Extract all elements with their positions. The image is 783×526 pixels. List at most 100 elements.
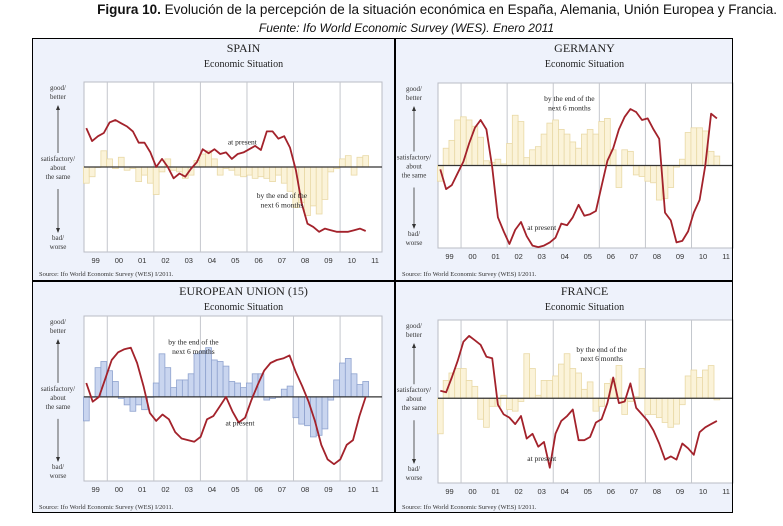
y-label-bad: worse — [50, 243, 67, 251]
x-tick-label: 02 — [514, 487, 522, 496]
x-tick-label: 04 — [208, 485, 216, 494]
y-label-good: good/ — [406, 85, 422, 93]
chart-annotation: next 6 months — [172, 347, 215, 356]
x-tick-label: 10 — [699, 252, 707, 261]
chart-annotation: next 6 months — [548, 104, 591, 113]
y-label-satisfactory: about — [50, 164, 66, 172]
chart-title: FRANCE — [561, 284, 608, 298]
y-label-satisfactory: satisfactory/ — [397, 386, 431, 394]
x-tick-label: 00 — [115, 485, 123, 494]
figure-title: Figura 10. Evolución de la percepción de… — [0, 2, 783, 17]
x-tick-label: 11 — [722, 252, 730, 261]
y-label-bad: worse — [406, 474, 423, 482]
x-tick-label: 06 — [254, 485, 262, 494]
arrow-down-head-icon — [412, 224, 416, 229]
x-tick-label: 08 — [653, 252, 661, 261]
figure-title-text: Evolución de la percepción de la situaci… — [160, 2, 777, 17]
y-label-good: good/ — [50, 84, 66, 92]
x-tick-label: 09 — [324, 256, 332, 265]
x-tick-label: 02 — [514, 252, 522, 261]
chart-annotation: at present — [527, 223, 557, 232]
chart-source: Source: Ifo World Economic Survey (WES) … — [39, 504, 174, 511]
y-label-satisfactory: the same — [46, 403, 71, 411]
chart-annotation: at present — [226, 419, 256, 428]
y-label-good: good/ — [406, 322, 422, 330]
y-label-bad: bad/ — [408, 465, 420, 473]
x-tick-label: 05 — [231, 485, 239, 494]
line-at-present — [85, 119, 367, 233]
x-tick-label: 03 — [185, 485, 193, 494]
chart-annotation: at present — [228, 137, 258, 146]
x-tick-label: 04 — [208, 256, 216, 265]
arrow-up-head-icon — [412, 343, 416, 348]
y-label-satisfactory: satisfactory/ — [397, 154, 431, 162]
x-tick-label: 01 — [491, 252, 499, 261]
x-tick-label: 11 — [371, 256, 379, 265]
x-tick-label: 08 — [301, 485, 309, 494]
figure-title-label: Figura 10. — [97, 2, 161, 17]
x-tick-label: 07 — [278, 256, 286, 265]
x-tick-label: 10 — [699, 487, 707, 496]
x-tick-label: 02 — [161, 256, 169, 265]
chart-germany: GERMANY Economic Situation good/better sati… — [396, 39, 734, 280]
chart-annotation: by the end of the — [576, 345, 627, 354]
x-tick-label: 01 — [138, 485, 146, 494]
x-tick-label: 03 — [538, 487, 546, 496]
figure-frame — [32, 38, 733, 513]
chart-spain: SPAIN Economic Situation good/better satisf… — [33, 39, 394, 280]
x-tick-label: 00 — [468, 252, 476, 261]
chart-title: EUROPEAN UNION (15) — [179, 284, 308, 298]
x-tick-label: 04 — [561, 252, 569, 261]
y-label-bad: bad/ — [52, 463, 64, 471]
x-tick-label: 06 — [607, 487, 615, 496]
chart-annotation: by the end of the — [544, 94, 595, 103]
chart-source: Source: Ifo World Economic Survey (WES) … — [402, 504, 537, 511]
line-at-present — [440, 335, 718, 469]
arrow-down-head-icon — [56, 457, 60, 462]
y-label-good: better — [406, 331, 423, 339]
y-label-satisfactory: about — [406, 395, 422, 403]
chart-annotation: next 6 months — [580, 354, 623, 363]
x-tick-label: 09 — [676, 252, 684, 261]
chart-annotation: by the end of the — [257, 191, 308, 200]
y-label-satisfactory: about — [50, 394, 66, 402]
arrow-up-head-icon — [56, 105, 60, 110]
arrow-up-head-icon — [412, 106, 416, 111]
chart-source: Source: Ifo World Economic Survey (WES) … — [402, 271, 537, 278]
y-label-satisfactory: satisfactory/ — [41, 155, 75, 163]
chart-source: Source: Ifo World Economic Survey (WES) … — [39, 271, 174, 278]
x-tick-label: 02 — [161, 485, 169, 494]
y-label-bad: worse — [50, 472, 67, 480]
y-label-bad: worse — [406, 239, 423, 247]
vertical-divider — [394, 38, 396, 513]
x-tick-label: 08 — [653, 487, 661, 496]
y-label-satisfactory: the same — [402, 404, 427, 412]
y-label-satisfactory: the same — [46, 173, 71, 181]
chart-subtitle: Economic Situation — [545, 302, 624, 313]
chart-subtitle: Economic Situation — [204, 302, 283, 313]
x-tick-label: 11 — [722, 487, 730, 496]
y-label-satisfactory: about — [406, 163, 422, 171]
x-tick-label: 07 — [278, 485, 286, 494]
y-label-bad: bad/ — [52, 234, 64, 242]
y-label-good: good/ — [50, 318, 66, 326]
horizontal-divider — [32, 280, 733, 282]
arrow-up-head-icon — [56, 339, 60, 344]
chart-annotation: by the end of the — [168, 338, 219, 347]
x-tick-label: 01 — [491, 487, 499, 496]
x-tick-label: 07 — [630, 252, 638, 261]
chart-title: GERMANY — [554, 41, 615, 55]
x-tick-label: 03 — [185, 256, 193, 265]
x-tick-label: 99 — [91, 485, 99, 494]
x-tick-label: 09 — [324, 485, 332, 494]
arrow-down-head-icon — [412, 459, 416, 464]
chart-title: SPAIN — [227, 41, 261, 55]
x-tick-label: 09 — [676, 487, 684, 496]
x-tick-label: 08 — [301, 256, 309, 265]
x-tick-label: 06 — [254, 256, 262, 265]
x-tick-label: 99 — [445, 252, 453, 261]
x-tick-label: 10 — [348, 256, 356, 265]
y-label-good: better — [50, 327, 67, 335]
x-tick-label: 06 — [607, 252, 615, 261]
